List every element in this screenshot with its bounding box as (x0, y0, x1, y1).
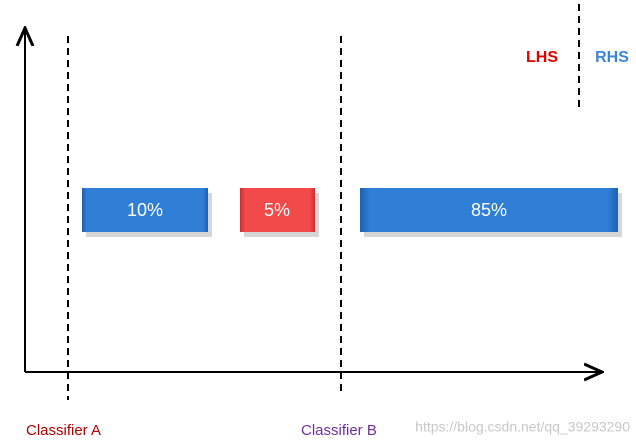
segment-bar (360, 188, 618, 232)
classifier-label: Classifier A (26, 422, 101, 439)
segment-label: 85% (471, 200, 507, 220)
classifier-label: Classifier B (301, 422, 377, 439)
segment-label: 5% (264, 200, 290, 220)
legend-lhs: LHS (526, 49, 558, 66)
legend-rhs: RHS (595, 49, 629, 66)
watermark: https://blog.csdn.net/qq_39293290 (415, 419, 630, 435)
segment-bar (240, 188, 315, 232)
segment-label: 10% (127, 200, 163, 220)
segment-bar (82, 188, 208, 232)
